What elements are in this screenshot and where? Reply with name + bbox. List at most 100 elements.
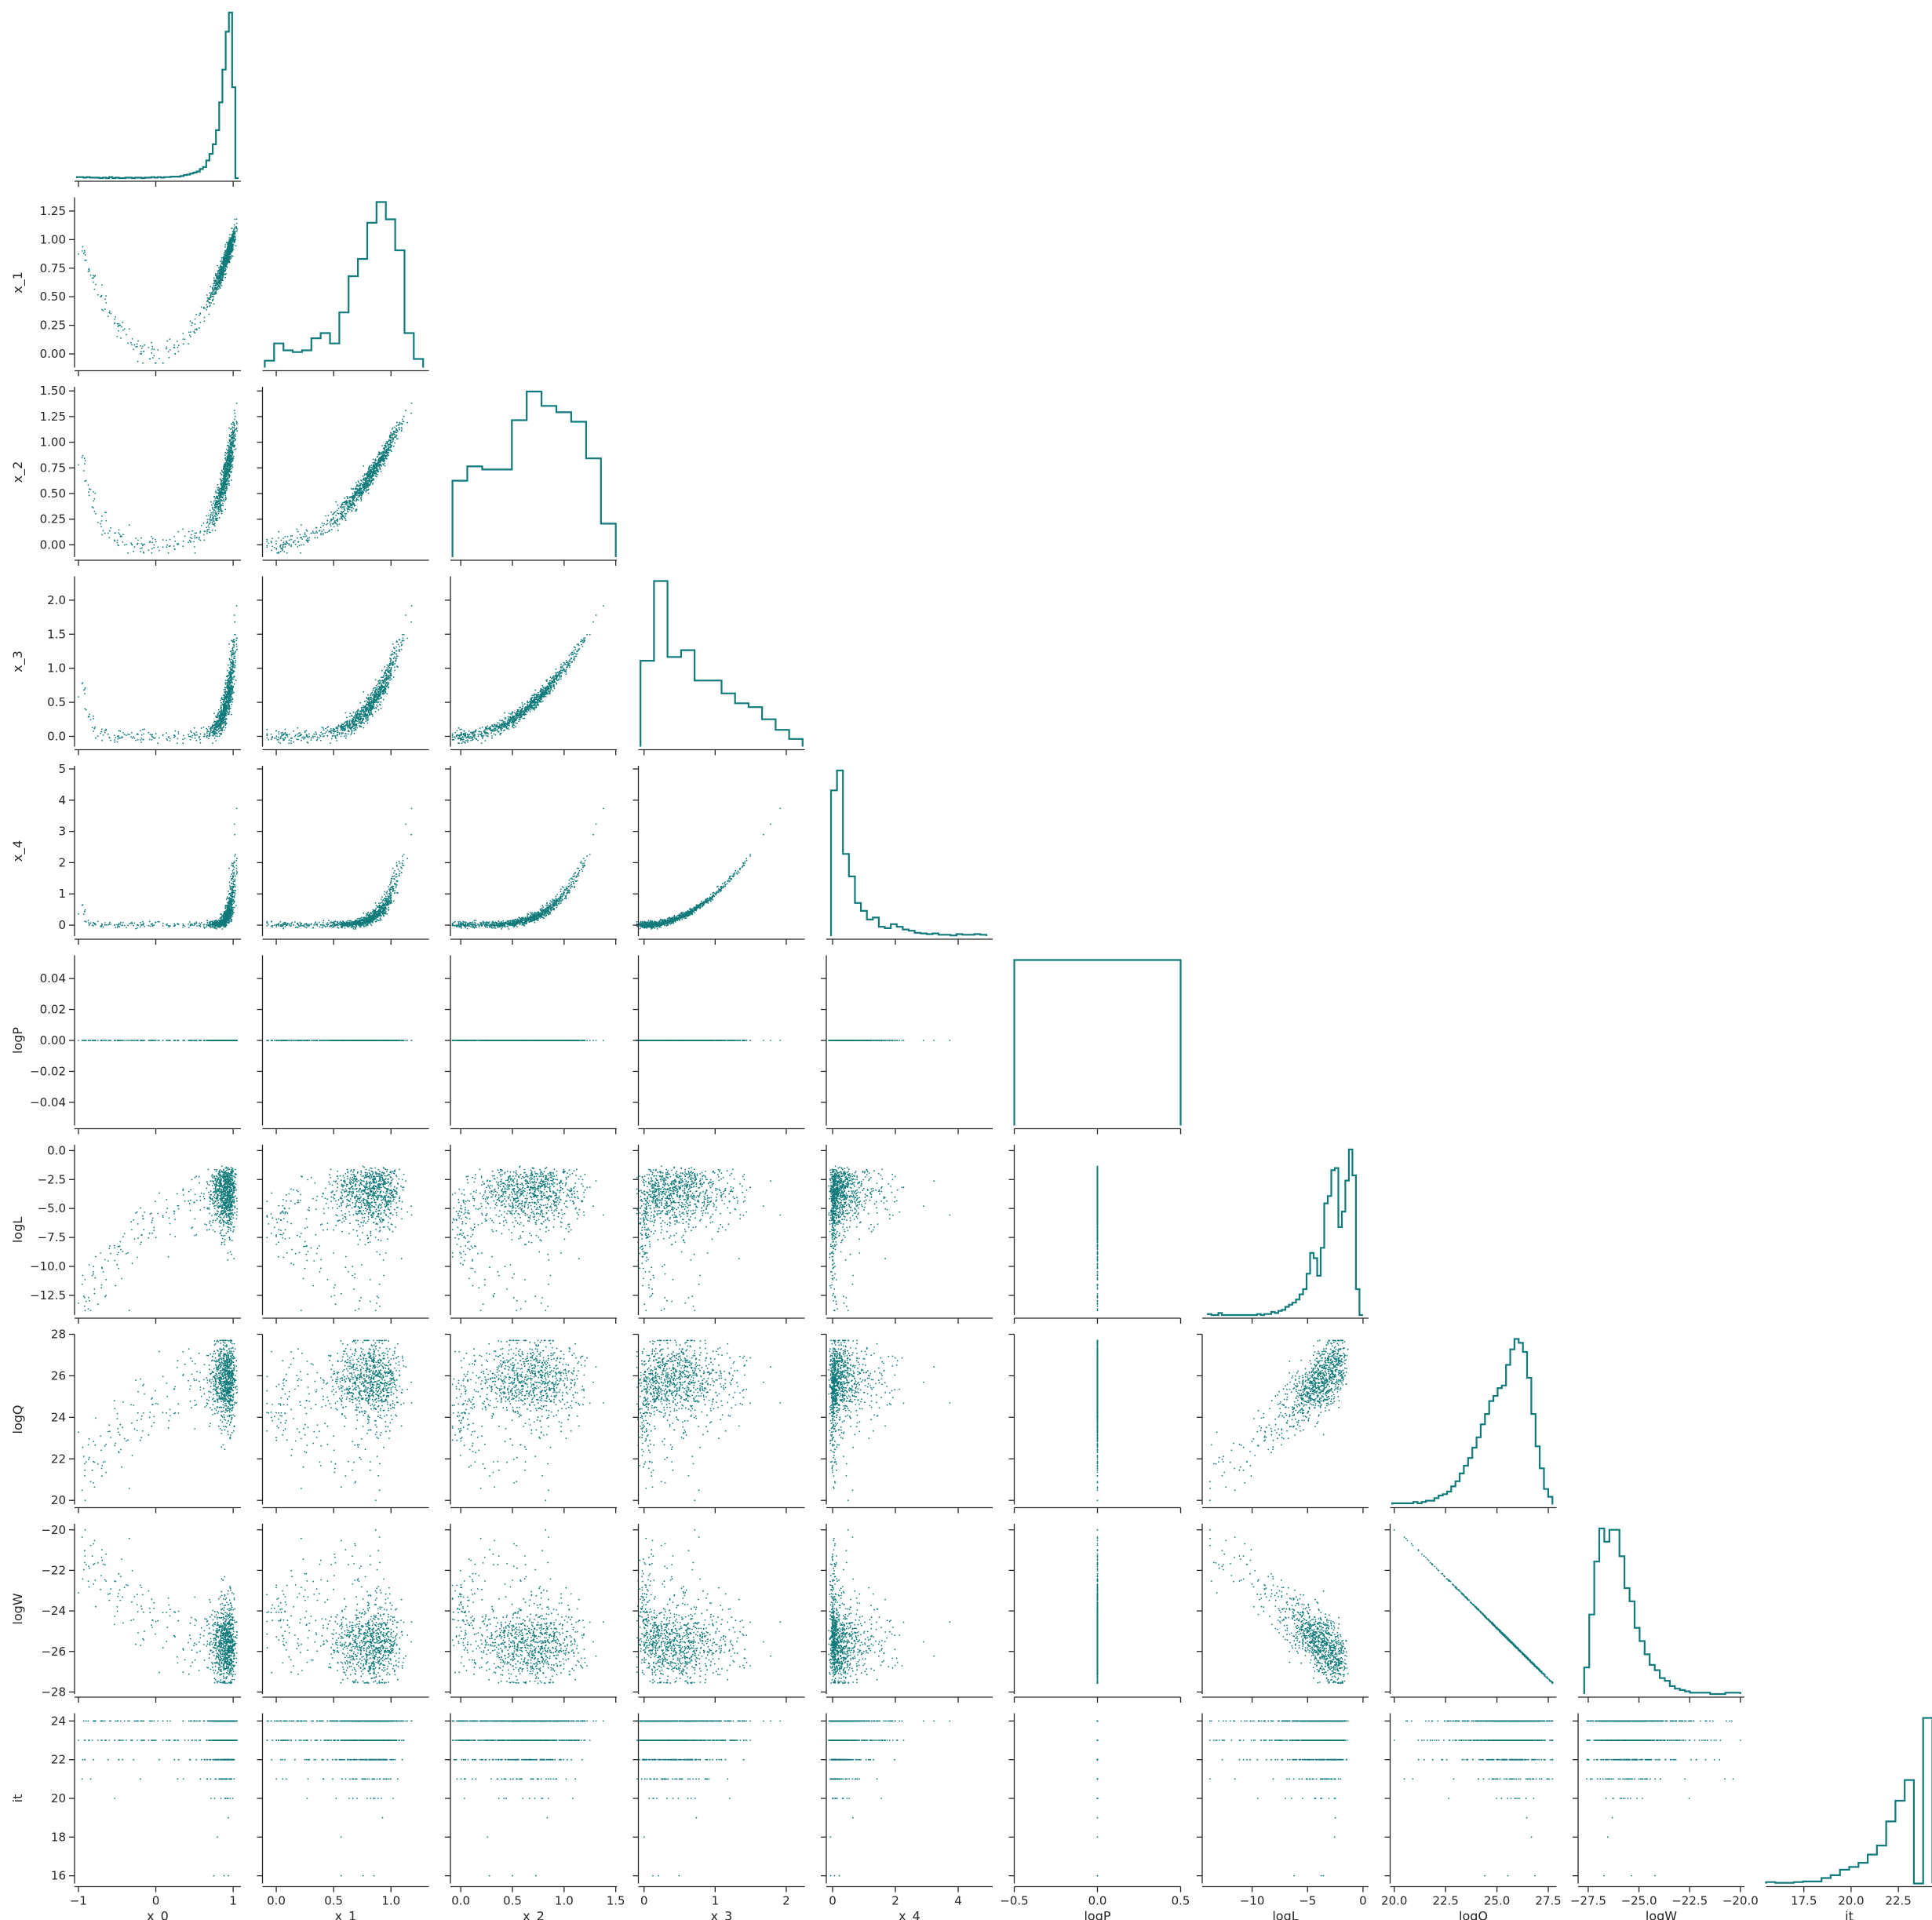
- data-point: [341, 514, 344, 516]
- data-point: [363, 727, 365, 729]
- data-point: [312, 532, 315, 534]
- data-point: [372, 475, 374, 477]
- data-point: [227, 250, 229, 252]
- data-point: [348, 496, 351, 498]
- data-point: [216, 501, 218, 504]
- data-point: [301, 537, 302, 539]
- y-tick-label: 0.00: [40, 347, 66, 361]
- data-point: [333, 729, 335, 730]
- data-point: [235, 218, 238, 220]
- data-point: [224, 244, 227, 246]
- data-point: [84, 463, 86, 465]
- data-point: [389, 669, 391, 672]
- data-point: [382, 451, 385, 454]
- data-point: [356, 490, 359, 492]
- data-point: [371, 715, 374, 717]
- data-point: [220, 492, 222, 494]
- data-point: [78, 464, 79, 466]
- y-tick-label: 0.75: [40, 461, 66, 475]
- data-point: [392, 650, 393, 653]
- data-point: [223, 713, 225, 716]
- data-point: [231, 436, 232, 439]
- data-point: [385, 446, 387, 448]
- data-point: [296, 733, 298, 735]
- panel-x_3-vs-x_1: [257, 576, 429, 756]
- data-point: [210, 302, 212, 304]
- data-point: [392, 436, 394, 439]
- data-point: [176, 341, 178, 342]
- data-point: [227, 451, 228, 454]
- data-point: [202, 523, 205, 524]
- data-point: [359, 701, 362, 704]
- data-point: [220, 482, 222, 484]
- data-point: [367, 479, 370, 481]
- data-point: [374, 459, 377, 461]
- data-point: [385, 671, 387, 673]
- data-point: [206, 526, 208, 529]
- data-point: [393, 666, 396, 669]
- data-point: [367, 492, 370, 494]
- data-point: [321, 530, 323, 532]
- data-point: [336, 523, 338, 526]
- data-point: [231, 689, 234, 691]
- data-point: [118, 529, 120, 531]
- data-point: [198, 737, 200, 739]
- data-point: [276, 552, 279, 554]
- data-point: [229, 699, 231, 701]
- data-point: [225, 711, 227, 713]
- data-point: [232, 231, 235, 234]
- data-point: [199, 321, 202, 323]
- data-point: [221, 278, 224, 279]
- data-point: [236, 430, 239, 432]
- data-point: [275, 730, 277, 732]
- data-point: [226, 710, 228, 712]
- data-point: [231, 678, 234, 680]
- data-point: [216, 729, 218, 731]
- data-point: [229, 449, 231, 451]
- data-point: [352, 497, 354, 499]
- data-point: [230, 701, 232, 703]
- data-point: [214, 510, 217, 512]
- data-point: [394, 663, 396, 665]
- data-point: [227, 679, 228, 681]
- data-point: [370, 694, 372, 697]
- data-point: [140, 737, 143, 739]
- data-point: [214, 516, 217, 518]
- data-point: [221, 259, 223, 261]
- data-point: [335, 738, 337, 739]
- data-point: [162, 539, 164, 541]
- data-point: [316, 537, 319, 539]
- data-point: [176, 742, 178, 745]
- data-point: [194, 552, 196, 554]
- data-point: [206, 301, 208, 303]
- data-point: [363, 477, 365, 479]
- data-point: [286, 536, 289, 537]
- data-point: [159, 357, 160, 359]
- data-point: [357, 722, 359, 724]
- data-point: [223, 689, 225, 690]
- data-point: [395, 659, 397, 661]
- data-point: [325, 727, 326, 730]
- data-point: [290, 544, 293, 546]
- data-point: [224, 508, 227, 511]
- data-point: [382, 447, 385, 450]
- data-point: [377, 695, 379, 698]
- data-point: [233, 640, 235, 643]
- data-point: [337, 724, 340, 727]
- data-point: [373, 479, 375, 481]
- data-point: [388, 446, 390, 447]
- data-point: [326, 727, 329, 729]
- data-point: [236, 228, 239, 230]
- data-point: [216, 732, 217, 734]
- data-point: [227, 696, 229, 698]
- data-point: [364, 713, 366, 715]
- data-point: [337, 525, 338, 526]
- data-point: [366, 707, 368, 709]
- data-point: [222, 706, 224, 709]
- data-point: [369, 472, 371, 474]
- data-point: [136, 343, 138, 345]
- data-point: [373, 465, 374, 466]
- data-point: [93, 715, 94, 717]
- data-point: [228, 704, 230, 706]
- data-point: [234, 633, 236, 636]
